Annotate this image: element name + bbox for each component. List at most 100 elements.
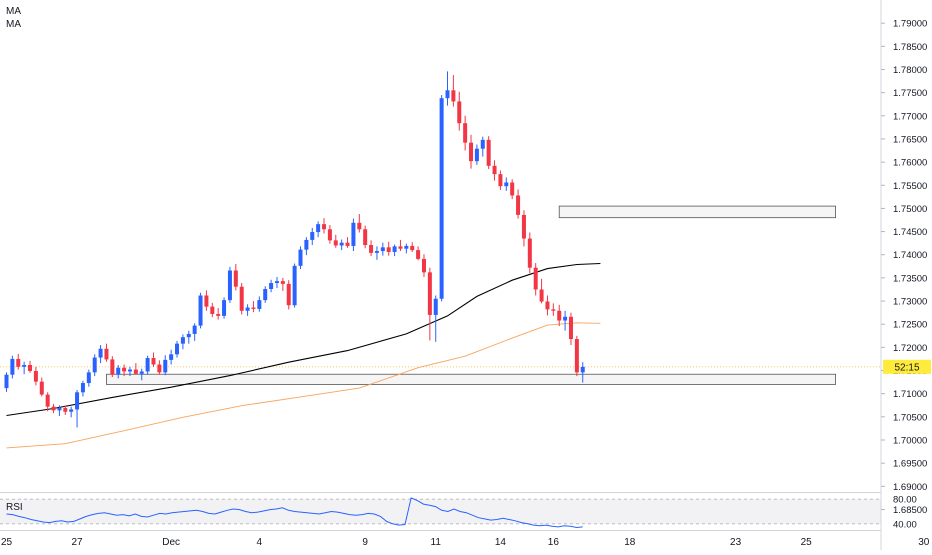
x-tick-label: 27 [71, 537, 83, 548]
candle-body [451, 90, 456, 102]
candle-body [198, 295, 203, 326]
candle-body [10, 358, 15, 375]
sr-zone-2 [106, 373, 836, 385]
x-tick-label: 18 [624, 537, 636, 548]
candle-body [239, 286, 244, 311]
y-tick-label: 1.76000 [893, 158, 927, 169]
candle-body [304, 239, 309, 250]
ma-line-1 [6, 262, 601, 417]
candle-body [245, 307, 250, 311]
candle-body [345, 242, 350, 246]
candle [333, 234, 338, 248]
candle [498, 170, 503, 190]
candle-body [339, 242, 344, 246]
rsi-band [0, 499, 881, 524]
candle-body [298, 249, 303, 266]
moving-averages [6, 262, 601, 449]
candle [227, 266, 232, 303]
candle-body [568, 316, 573, 340]
ma-legend-2[interactable]: MA [6, 19, 21, 30]
candle [110, 356, 115, 378]
candle-body [204, 295, 209, 307]
y-tick-label: 1.70000 [893, 436, 927, 447]
candle-body [469, 142, 474, 162]
candle-body [527, 238, 532, 268]
candle-body [180, 337, 185, 344]
candle-body [116, 367, 121, 375]
candle [580, 362, 585, 383]
candle [151, 352, 156, 367]
candle [492, 160, 497, 181]
y-tick-label: 1.75000 [893, 204, 927, 215]
ma-legend-1[interactable]: MA [6, 6, 21, 17]
candle [133, 363, 138, 375]
candle-body [63, 408, 68, 412]
candle-body [145, 358, 150, 372]
candle-body [80, 383, 85, 393]
candle [245, 304, 250, 316]
candle-body [292, 265, 297, 306]
candle-body [186, 333, 191, 338]
candle [351, 218, 356, 252]
candle-body [398, 246, 403, 249]
candle-body [92, 357, 97, 373]
candle-body [439, 98, 444, 299]
x-tick-label: 23 [730, 537, 742, 548]
candle-body [110, 359, 115, 375]
candle [568, 312, 573, 346]
x-tick-label: 25 [1, 537, 13, 548]
candle [551, 303, 556, 316]
sr-zone-1 [558, 205, 836, 219]
candle [263, 286, 268, 303]
candle [304, 237, 309, 256]
candle [33, 366, 38, 386]
y-tick-label: 1.74500 [893, 227, 927, 238]
candle-body [163, 359, 168, 373]
candle-body [416, 250, 421, 259]
candle [404, 243, 409, 254]
current-price-tag: 52:15 [883, 359, 931, 374]
candle [280, 277, 285, 291]
candle [486, 136, 491, 170]
candle [374, 246, 379, 260]
ma-line-2 [6, 322, 601, 449]
candle-body [286, 283, 291, 306]
rsi-legend[interactable]: RSI [6, 502, 23, 513]
candle [157, 360, 162, 375]
y-tick-label: 1.78500 [893, 42, 927, 53]
x-tick-label: 14 [495, 537, 507, 548]
candle-body [222, 300, 227, 316]
candle-body [392, 246, 397, 252]
candle-body [486, 139, 491, 166]
candle [145, 355, 150, 375]
x-tick-label: 11 [431, 537, 442, 548]
candle [10, 355, 15, 379]
candle [398, 239, 403, 252]
y-tick-label: 1.77500 [893, 88, 927, 99]
candle-body [369, 245, 374, 253]
candle-body [210, 306, 215, 315]
candle [298, 246, 303, 270]
candle-body [545, 301, 550, 310]
y-tick-label: 1.76500 [893, 134, 927, 145]
candle-body [510, 182, 515, 196]
y-tick-label: 1.75500 [893, 181, 927, 192]
candle [210, 302, 215, 318]
candle-body [357, 222, 362, 230]
candle-body [251, 307, 256, 309]
candle [539, 278, 544, 304]
candle [427, 267, 432, 341]
candle-body [16, 358, 21, 367]
candle [521, 210, 526, 247]
candle [269, 279, 274, 293]
candle [310, 227, 315, 246]
candle-body [263, 289, 268, 301]
candle-body [86, 372, 91, 384]
candle-body [227, 270, 232, 301]
candle-body [192, 325, 197, 334]
candle-body [421, 258, 426, 273]
candle [80, 380, 85, 397]
zones [106, 205, 836, 385]
candle-body [28, 364, 33, 371]
